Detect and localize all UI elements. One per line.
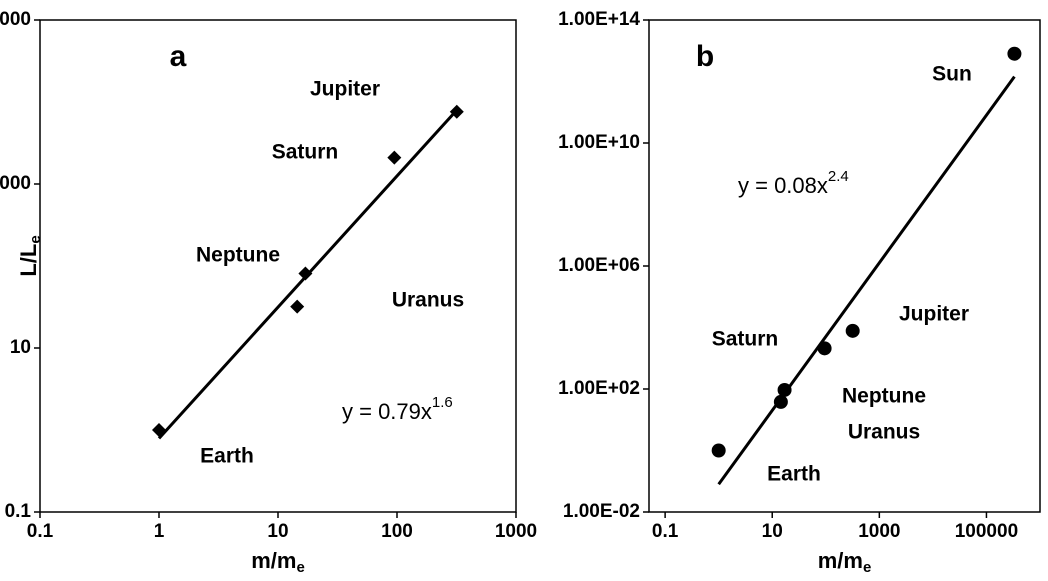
y-axis-label-text: L/L	[16, 244, 41, 277]
equation: y = 0.79x1.6	[342, 394, 453, 424]
annotation: Uranus	[392, 289, 464, 312]
y-axis-label: L/Le	[16, 235, 44, 276]
y-tick-label: 1.00E+14	[558, 9, 640, 30]
equation-text: y = 0.79x	[342, 399, 432, 424]
equation-text: y = 0.08x	[738, 173, 828, 198]
y-tick-label: 1.00E+02	[558, 378, 640, 399]
y-tick-label: 1.00E+06	[558, 255, 640, 276]
plot-frame	[648, 19, 1041, 513]
y-tick-label: 1000	[0, 173, 31, 194]
x-tick-label: 100	[381, 521, 413, 542]
annotation: Jupiter	[310, 78, 380, 101]
x-axis-label-text: m/m	[818, 548, 863, 573]
x-tick-label: 1000	[495, 521, 537, 542]
point	[711, 443, 726, 458]
point	[1007, 46, 1022, 61]
annotation: Sun	[932, 63, 972, 86]
annotation: Jupiter	[899, 303, 969, 326]
panel-label: a	[170, 40, 187, 73]
annotation: Saturn	[272, 141, 339, 164]
point	[773, 394, 788, 409]
point	[817, 341, 832, 356]
annotation: Earth	[200, 445, 254, 468]
x-axis-label-subscript: e	[296, 559, 304, 576]
y-tick-label: 100000	[0, 9, 31, 30]
equation-exponent: 2.4	[828, 168, 849, 185]
x-axis-label: m/me	[251, 548, 305, 576]
y-tick-label: 1.00E+10	[558, 132, 640, 153]
equation: y = 0.08x2.4	[738, 168, 849, 198]
x-tick-label: 10	[267, 521, 288, 542]
x-axis-label: m/me	[818, 548, 872, 576]
x-axis-label-text: m/m	[251, 548, 296, 573]
x-tick-label: 1	[154, 521, 165, 542]
x-tick-label: 100000	[955, 521, 1018, 542]
point	[449, 104, 464, 119]
y-axis-label-subscript: e	[27, 235, 44, 243]
annotation: Saturn	[712, 328, 779, 351]
x-axis-label-subscript: e	[863, 559, 871, 576]
annotation: Neptune	[842, 385, 926, 408]
x-tick-label: 0.1	[27, 521, 54, 542]
point	[298, 266, 313, 281]
annotation: Earth	[767, 463, 821, 486]
annotation: Uranus	[848, 421, 920, 444]
point	[777, 382, 792, 397]
fit-line	[717, 75, 1016, 486]
y-tick-label: 0.1	[5, 501, 32, 522]
panel-label: b	[696, 40, 714, 73]
point	[387, 150, 402, 165]
point	[845, 323, 860, 338]
point	[290, 299, 305, 314]
chart-panel: 0.1 10 1000 100000 1.00E-02 1.00E+02 1.00E+06 1…	[558, 9, 1041, 576]
y-tick-label: 10	[10, 337, 31, 358]
y-tick-label: 1.00E-02	[563, 501, 640, 522]
point	[152, 423, 166, 437]
x-tick-label: 10	[762, 521, 783, 542]
annotation: Neptune	[196, 244, 280, 267]
x-tick-label: 0.1	[652, 521, 679, 542]
equation-exponent: 1.6	[432, 394, 453, 411]
x-tick-label: 1000	[858, 521, 900, 542]
